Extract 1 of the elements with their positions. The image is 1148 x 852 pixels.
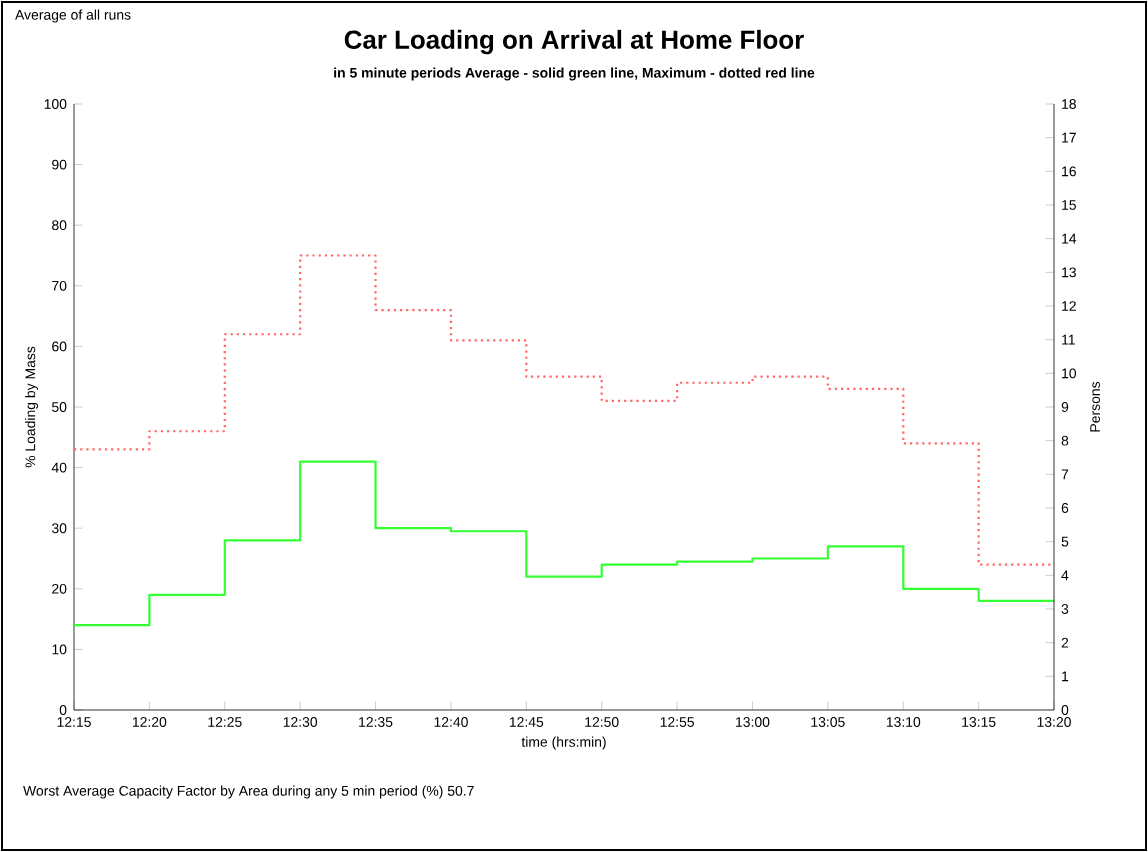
chart-title: Car Loading on Arrival at Home Floor bbox=[344, 29, 804, 55]
